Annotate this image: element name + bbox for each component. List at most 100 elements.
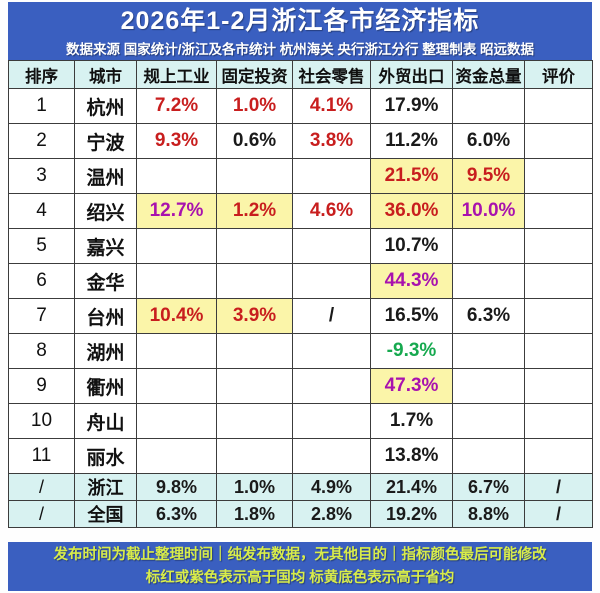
value-cell: 10.4%: [136, 298, 217, 334]
value-cell: [524, 368, 593, 404]
city-cell: 绍兴: [74, 193, 137, 229]
value-cell: [292, 368, 371, 404]
rank-cell: 11: [8, 438, 75, 474]
rank-cell: 10: [8, 403, 75, 439]
table-row: 1 杭州 7.2% 1.0% 4.1% 17.9%: [8, 88, 593, 124]
header-cell-funds: 资金总量: [452, 60, 525, 89]
value-cell: 10.0%: [452, 193, 525, 229]
value-cell: 3.8%: [292, 123, 371, 159]
value-cell: [292, 403, 371, 439]
rank-cell: 3: [8, 158, 75, 194]
value-cell: 6.7%: [452, 473, 525, 501]
value-cell: [136, 368, 217, 404]
value-cell: 10.7%: [370, 228, 453, 264]
value-cell: 36.0%: [370, 193, 453, 229]
header-cell-industry: 规上工业: [136, 60, 217, 89]
value-cell: 2.8%: [292, 500, 371, 528]
value-cell: 1.0%: [216, 88, 293, 124]
value-cell: [524, 403, 593, 439]
rank-cell: 1: [8, 88, 75, 124]
value-cell: [216, 333, 293, 369]
value-cell: [216, 368, 293, 404]
rank-cell: 6: [8, 263, 75, 299]
value-cell: 16.5%: [370, 298, 453, 334]
value-cell: [452, 368, 525, 404]
page-title: 2026年1-2月浙江各市经济指标: [120, 7, 480, 35]
city-cell: 丽水: [74, 438, 137, 474]
table-row: 8 湖州 -9.3%: [8, 333, 593, 369]
value-cell: [524, 158, 593, 194]
rank-cell: 4: [8, 193, 75, 229]
table-row: 6 金华 44.3%: [8, 263, 593, 299]
value-cell: [216, 438, 293, 474]
table-row: 10 舟山 1.7%: [8, 403, 593, 439]
value-cell: 6.0%: [452, 123, 525, 159]
value-cell: [216, 403, 293, 439]
value-cell: [136, 228, 217, 264]
value-cell: 21.5%: [370, 158, 453, 194]
value-cell: 19.2%: [370, 500, 453, 528]
value-cell: [136, 263, 217, 299]
economic-indicators-table: 排序 城市 规上工业 固定投资 社会零售 外贸出口 资金总量 评价 1 杭州 7.2…: [8, 60, 593, 528]
city-cell: 金华: [74, 263, 137, 299]
value-cell: [452, 263, 525, 299]
value-cell: 1.0%: [216, 473, 293, 501]
subtitle-bar: 数据来源 国家统计/浙江及各市统计 杭州海关 央行浙江分行 整理制表 昭远数据: [8, 36, 592, 60]
table-row: 5 嘉兴 10.7%: [8, 228, 593, 264]
city-cell: 衢州: [74, 368, 137, 404]
value-cell: 9.3%: [136, 123, 217, 159]
city-cell: 台州: [74, 298, 137, 334]
city-cell: 湖州: [74, 333, 137, 369]
table-header-row: 排序 城市 规上工业 固定投资 社会零售 外贸出口 资金总量 评价: [8, 60, 593, 89]
table-row: 3 温州 21.5% 9.5%: [8, 158, 593, 194]
value-cell: [292, 228, 371, 264]
table-row: / 浙江 9.8% 1.0% 4.9% 21.4% 6.7% /: [8, 473, 593, 501]
value-cell: [292, 333, 371, 369]
value-cell: [216, 263, 293, 299]
value-cell: 1.2%: [216, 193, 293, 229]
rank-cell: 7: [8, 298, 75, 334]
value-cell: [136, 333, 217, 369]
title-bar: 2026年1-2月浙江各市经济指标: [8, 2, 592, 36]
value-cell: 4.9%: [292, 473, 371, 501]
header-cell-export: 外贸出口: [370, 60, 453, 89]
footer-line-2: 标红或紫色表示高于国均 标黄底色表示高于省均: [145, 570, 455, 586]
value-cell: [136, 403, 217, 439]
rank-cell: 8: [8, 333, 75, 369]
city-cell: 浙江: [74, 473, 137, 501]
value-cell: [524, 298, 593, 334]
value-cell: 13.8%: [370, 438, 453, 474]
value-cell: [136, 158, 217, 194]
value-cell: [216, 228, 293, 264]
value-cell: 11.2%: [370, 123, 453, 159]
value-cell: [524, 123, 593, 159]
value-cell: 17.9%: [370, 88, 453, 124]
value-cell: [452, 228, 525, 264]
table-body: 1 杭州 7.2% 1.0% 4.1% 17.9% 2 宁波 9.3% 0.6% 3.8% 11.2%…: [8, 88, 593, 528]
value-cell: [452, 438, 525, 474]
value-cell: [524, 263, 593, 299]
value-cell: [292, 438, 371, 474]
value-cell: 4.6%: [292, 193, 371, 229]
value-cell: 7.2%: [136, 88, 217, 124]
header-cell-city: 城市: [74, 60, 137, 89]
value-cell: 6.3%: [452, 298, 525, 334]
value-cell: /: [292, 298, 371, 334]
value-cell: 4.1%: [292, 88, 371, 124]
header-cell-retail: 社会零售: [292, 60, 371, 89]
table-row: 2 宁波 9.3% 0.6% 3.8% 11.2% 6.0%: [8, 123, 593, 159]
value-cell: -9.3%: [370, 333, 453, 369]
table-row: 4 绍兴 12.7% 1.2% 4.6% 36.0% 10.0%: [8, 193, 593, 229]
value-cell: [216, 158, 293, 194]
value-cell: /: [524, 500, 593, 528]
value-cell: 47.3%: [370, 368, 453, 404]
header-cell-investment: 固定投资: [216, 60, 293, 89]
value-cell: 0.6%: [216, 123, 293, 159]
value-cell: /: [524, 473, 593, 501]
value-cell: 21.4%: [370, 473, 453, 501]
value-cell: 12.7%: [136, 193, 217, 229]
city-cell: 舟山: [74, 403, 137, 439]
header-cell-rank: 排序: [8, 60, 75, 89]
value-cell: 1.7%: [370, 403, 453, 439]
